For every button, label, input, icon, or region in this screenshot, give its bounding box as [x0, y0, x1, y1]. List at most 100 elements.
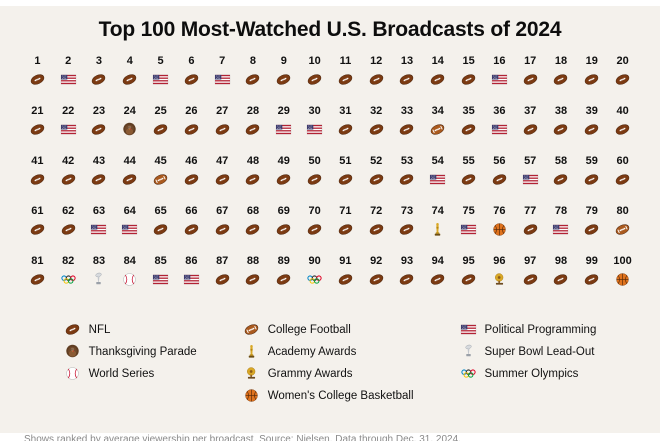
- football-icon: [121, 171, 138, 188]
- broadcast-cell: 68: [238, 205, 269, 255]
- broadcast-cell: 61: [22, 205, 53, 255]
- rank-number: 90: [308, 255, 321, 267]
- broadcast-cell: 77: [515, 205, 546, 255]
- football-icon: [306, 71, 323, 88]
- us-flag-icon: [90, 221, 107, 238]
- rank-number: 76: [493, 205, 506, 217]
- football-icon: [398, 171, 415, 188]
- broadcast-cell: 96: [484, 255, 515, 305]
- broadcast-cell: 51: [330, 155, 361, 205]
- broadcast-cell: 66: [176, 205, 207, 255]
- football-icon: [183, 71, 200, 88]
- rank-number: 84: [123, 255, 136, 267]
- rank-number: 7: [219, 55, 226, 67]
- football-icon: [29, 171, 46, 188]
- rank-number: 50: [308, 155, 321, 167]
- broadcast-cell: 97: [515, 255, 546, 305]
- us-flag-icon: [183, 271, 200, 288]
- rank-number: 65: [154, 205, 167, 217]
- rank-number: 29: [277, 105, 290, 117]
- football-icon: [552, 121, 569, 138]
- broadcast-cell: 67: [207, 205, 238, 255]
- broadcast-cell: 42: [53, 155, 84, 205]
- rank-number: 64: [123, 205, 136, 217]
- broadcast-cell: 18: [546, 55, 577, 105]
- rank-number: 11: [339, 55, 352, 67]
- broadcast-cell: 24: [114, 105, 145, 155]
- rank-number: 43: [92, 155, 106, 167]
- broadcast-cell: 50: [299, 155, 330, 205]
- broadcast-cell: 81: [22, 255, 53, 305]
- broadcast-cell: 8: [238, 55, 269, 105]
- football-icon: [552, 171, 569, 188]
- legend-item-ws: World Series: [64, 365, 197, 382]
- broadcast-cell: 63: [84, 205, 115, 255]
- football-icon: [183, 171, 200, 188]
- broadcast-cell: 12: [361, 55, 392, 105]
- baseball-icon: [64, 365, 81, 382]
- rank-number: 57: [524, 155, 537, 167]
- college-football-icon: [429, 121, 446, 138]
- rank-number: 18: [554, 55, 568, 67]
- broadcast-cell: 29: [268, 105, 299, 155]
- us-flag-icon: [491, 71, 508, 88]
- football-icon: [368, 171, 385, 188]
- rank-number: 27: [216, 105, 229, 117]
- rank-number: 5: [157, 55, 164, 67]
- broadcast-cell: 87: [207, 255, 238, 305]
- broadcast-cell: 20: [607, 55, 638, 105]
- football-icon: [244, 171, 261, 188]
- broadcast-cell: 53: [392, 155, 423, 205]
- rank-number: 96: [493, 255, 506, 267]
- football-icon: [29, 71, 46, 88]
- rank-number: 51: [339, 155, 352, 167]
- football-icon: [337, 121, 354, 138]
- college-football-icon: [614, 221, 631, 238]
- basketball-icon: [614, 271, 631, 288]
- broadcast-cell: 70: [299, 205, 330, 255]
- footer-note: Shows ranked by average viewership per b…: [24, 434, 461, 441]
- football-icon: [183, 221, 200, 238]
- rank-number: 32: [370, 105, 383, 117]
- football-icon: [368, 121, 385, 138]
- football-icon: [522, 221, 539, 238]
- football-icon: [583, 71, 600, 88]
- football-icon: [337, 221, 354, 238]
- football-icon: [583, 221, 600, 238]
- football-icon: [491, 171, 508, 188]
- broadcast-cell: 17: [515, 55, 546, 105]
- oscar-statuette-icon: [243, 343, 260, 360]
- broadcast-cell: 72: [361, 205, 392, 255]
- broadcast-cell: 84: [114, 255, 145, 305]
- broadcast-cell: 54: [422, 155, 453, 205]
- us-flag-icon: [152, 271, 169, 288]
- broadcast-cell: 69: [268, 205, 299, 255]
- football-icon: [614, 71, 631, 88]
- broadcast-cell: 88: [238, 255, 269, 305]
- broadcast-cell: 59: [576, 155, 607, 205]
- rank-number: 14: [431, 55, 444, 67]
- legend-label: Women's College Basketball: [267, 389, 414, 402]
- broadcast-cell: 33: [392, 105, 423, 155]
- broadcast-cell: 55: [453, 155, 484, 205]
- broadcast-cell: 73: [392, 205, 423, 255]
- football-icon: [368, 271, 385, 288]
- rank-number: 85: [154, 255, 167, 267]
- rank-number: 52: [370, 155, 383, 167]
- broadcast-cell: 3: [84, 55, 115, 105]
- page-title: Top 100 Most-Watched U.S. Broadcasts of …: [98, 18, 562, 41]
- football-icon: [368, 221, 385, 238]
- rank-number: 95: [462, 255, 475, 267]
- legend-item-nfl: NFL: [64, 321, 197, 338]
- football-icon: [583, 171, 600, 188]
- rank-number: 73: [400, 205, 414, 217]
- football-icon: [429, 71, 446, 88]
- football-icon: [60, 221, 77, 238]
- football-icon: [398, 121, 415, 138]
- rank-number: 23: [92, 105, 106, 117]
- legend-item-turkey: Thanksgiving Parade: [64, 343, 197, 360]
- olympic-rings-icon: [60, 271, 77, 288]
- football-icon: [552, 271, 569, 288]
- broadcast-cell: 62: [53, 205, 84, 255]
- rank-number: 44: [123, 155, 136, 167]
